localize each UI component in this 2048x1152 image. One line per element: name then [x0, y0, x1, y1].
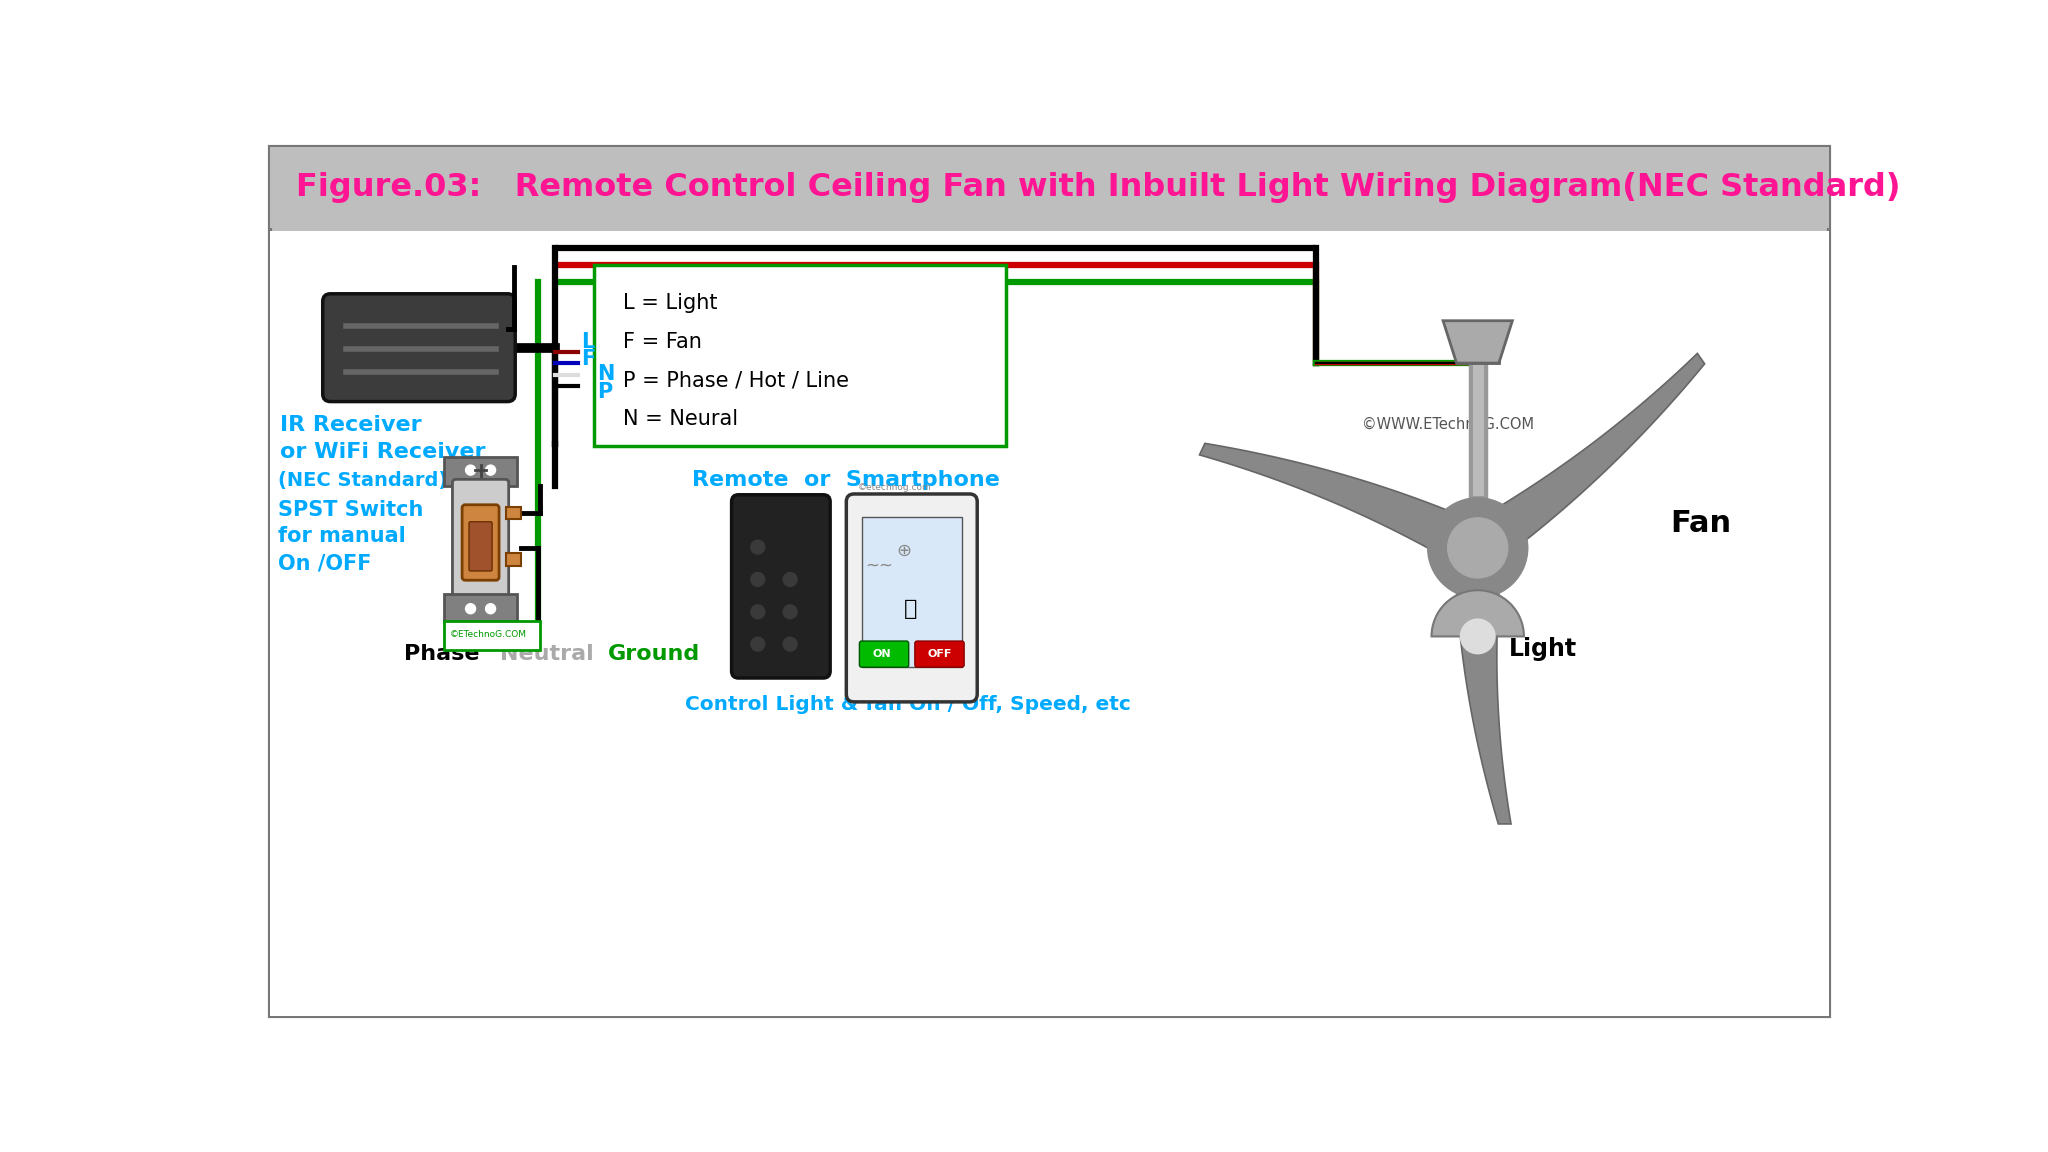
Circle shape [485, 604, 496, 614]
Text: Figure.03:   Remote Control Ceiling Fan with Inbuilt Light Wiring Diagram(NEC St: Figure.03: Remote Control Ceiling Fan wi… [295, 172, 1901, 203]
Text: Light: Light [1509, 637, 1577, 661]
Text: N: N [598, 364, 614, 384]
Circle shape [782, 637, 797, 651]
Circle shape [485, 465, 496, 475]
FancyBboxPatch shape [270, 230, 1829, 1016]
FancyBboxPatch shape [506, 553, 520, 566]
Circle shape [752, 573, 764, 586]
Circle shape [752, 605, 764, 619]
FancyBboxPatch shape [324, 294, 516, 402]
FancyBboxPatch shape [594, 265, 1006, 446]
Polygon shape [1456, 593, 1511, 824]
Wedge shape [1432, 590, 1524, 636]
Text: Phase: Phase [403, 644, 479, 664]
Text: Remote  or  Smartphone: Remote or Smartphone [692, 470, 999, 491]
Text: F: F [582, 349, 594, 369]
Text: P = Phase / Hot / Line: P = Phase / Hot / Line [623, 370, 850, 391]
Text: ©ETechnoG.COM: ©ETechnoG.COM [449, 630, 526, 639]
FancyBboxPatch shape [270, 147, 1829, 1016]
Circle shape [752, 637, 764, 651]
Circle shape [782, 605, 797, 619]
Polygon shape [1200, 444, 1446, 548]
Polygon shape [1444, 320, 1511, 363]
Text: Fan: Fan [1671, 509, 1731, 538]
Text: ©WWW.ETechnoG.COM: ©WWW.ETechnoG.COM [1362, 417, 1534, 432]
Text: Neutral: Neutral [500, 644, 594, 664]
Text: F = Fan: F = Fan [623, 332, 702, 351]
Text: (NEC Standard): (NEC Standard) [279, 471, 446, 491]
Text: ~~: ~~ [866, 556, 893, 575]
Circle shape [465, 604, 475, 614]
FancyBboxPatch shape [860, 641, 909, 667]
FancyBboxPatch shape [469, 522, 492, 571]
Text: N = Neural: N = Neural [623, 409, 737, 429]
Text: or WiFi Receiver: or WiFi Receiver [281, 441, 485, 462]
Text: ON: ON [872, 649, 891, 659]
Text: 💡: 💡 [903, 599, 918, 620]
Text: Control Light & fan On / Off, Speed, etc: Control Light & fan On / Off, Speed, etc [684, 695, 1130, 713]
FancyBboxPatch shape [444, 594, 518, 623]
Text: for manual: for manual [279, 526, 406, 546]
Circle shape [782, 573, 797, 586]
Circle shape [1448, 518, 1507, 578]
Text: On /OFF: On /OFF [279, 553, 371, 574]
FancyBboxPatch shape [862, 517, 963, 667]
Text: ©etechnog.com: ©etechnog.com [858, 483, 932, 492]
FancyBboxPatch shape [270, 147, 1829, 228]
FancyBboxPatch shape [463, 505, 500, 581]
FancyBboxPatch shape [444, 621, 541, 650]
Text: Ground: Ground [608, 644, 700, 664]
Text: IR Receiver: IR Receiver [281, 415, 422, 434]
FancyBboxPatch shape [731, 494, 829, 679]
Polygon shape [1503, 354, 1704, 539]
Text: L = Light: L = Light [623, 293, 717, 313]
Circle shape [752, 540, 764, 554]
Text: P: P [598, 381, 612, 402]
Text: SPST Switch: SPST Switch [279, 500, 424, 520]
Circle shape [1427, 498, 1528, 598]
FancyBboxPatch shape [506, 507, 520, 520]
FancyBboxPatch shape [846, 494, 977, 702]
FancyBboxPatch shape [444, 457, 518, 486]
FancyBboxPatch shape [915, 641, 965, 667]
Text: L: L [582, 332, 594, 351]
Circle shape [465, 465, 475, 475]
Text: ⊕: ⊕ [897, 541, 911, 560]
FancyBboxPatch shape [453, 479, 508, 601]
Text: OFF: OFF [928, 649, 952, 659]
Circle shape [1460, 620, 1495, 653]
FancyBboxPatch shape [1456, 320, 1499, 363]
